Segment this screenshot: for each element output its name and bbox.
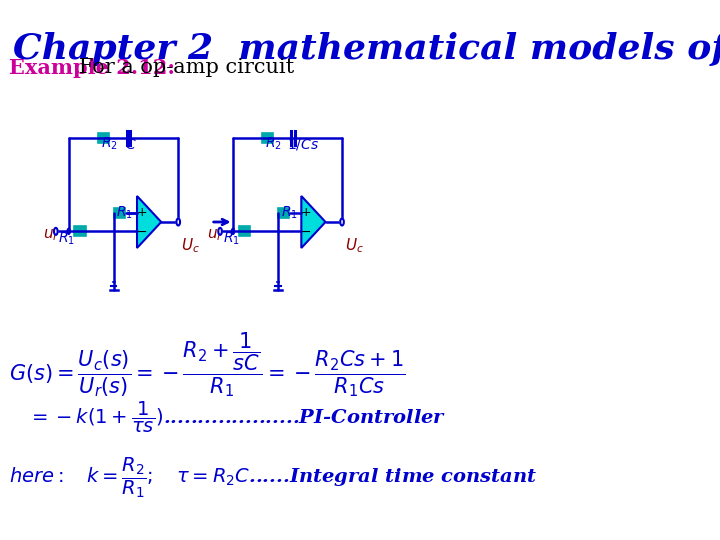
Text: $U_c$: $U_c$ [181, 236, 199, 255]
Polygon shape [137, 196, 161, 248]
Circle shape [67, 228, 71, 234]
Text: For a op-amp circuit: For a op-amp circuit [60, 58, 294, 77]
Polygon shape [302, 196, 325, 248]
Text: $u_r$: $u_r$ [207, 227, 224, 243]
Text: $R_1$: $R_1$ [222, 231, 240, 247]
Bar [98, 133, 109, 143]
Text: $u_r$: $u_r$ [43, 227, 60, 243]
Circle shape [341, 219, 344, 226]
Bar [74, 226, 86, 237]
Circle shape [231, 228, 235, 234]
Text: $-$: $-$ [135, 225, 147, 238]
Text: $R_1$: $R_1$ [117, 205, 133, 221]
Bar [114, 208, 125, 218]
Bar [278, 208, 289, 218]
Text: $R_1$: $R_1$ [58, 231, 76, 247]
Text: Chapter 2  mathematical models of systems: Chapter 2 mathematical models of systems [13, 32, 720, 66]
Text: $U_c$: $U_c$ [345, 236, 364, 255]
Text: $+$: $+$ [135, 206, 147, 219]
Text: Example 2.12:: Example 2.12: [9, 58, 175, 78]
Bar [239, 226, 250, 237]
Text: $-$: $-$ [300, 225, 311, 238]
Text: $1/Cs$: $1/Cs$ [287, 137, 319, 152]
Circle shape [176, 219, 180, 226]
Text: $G(s) = \dfrac{U_c(s)}{U_r(s)} = -\dfrac{R_2 + \dfrac{1}{sC}}{R_1} = -\dfrac{R_2: $G(s) = \dfrac{U_c(s)}{U_r(s)} = -\dfrac… [9, 330, 406, 399]
Text: $R_2$: $R_2$ [265, 136, 282, 152]
Text: $R_2$: $R_2$ [101, 136, 117, 152]
Text: $= -k(1+\dfrac{1}{\tau s})$....................PI-Controller: $= -k(1+\dfrac{1}{\tau s})$.............… [28, 400, 447, 435]
Text: $here: \quad k = \dfrac{R_2}{R_1}; \quad \tau = R_2C$......Integral time constan: $here: \quad k = \dfrac{R_2}{R_1}; \quad… [9, 455, 538, 500]
Circle shape [218, 228, 222, 235]
Bar [262, 133, 274, 143]
Text: $R_1$: $R_1$ [281, 205, 297, 221]
Circle shape [54, 228, 58, 235]
Text: $+$: $+$ [300, 206, 311, 219]
Text: $C$: $C$ [125, 138, 137, 152]
